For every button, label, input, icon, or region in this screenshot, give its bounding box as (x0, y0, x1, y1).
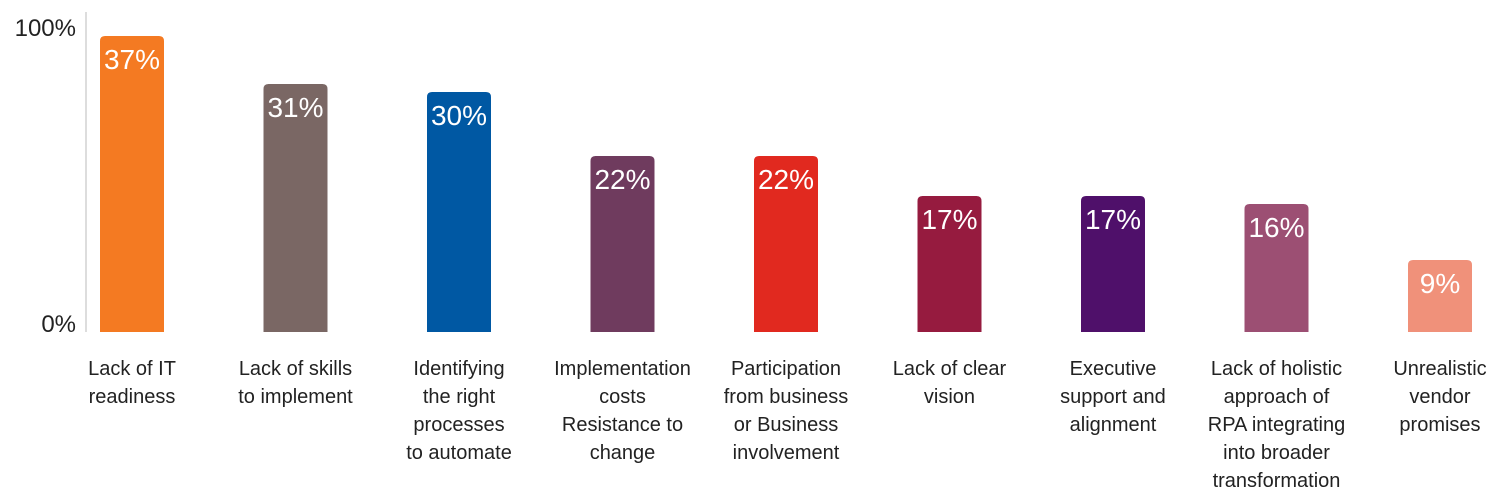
data-label: 22% (594, 164, 650, 195)
x-tick-label: Executive support and alignment (1033, 355, 1193, 439)
data-label: 17% (1085, 204, 1141, 235)
data-label: 37% (104, 44, 160, 75)
x-tick-label-line: vision (923, 386, 976, 408)
x-tick-label-line: Lack of holistic (1210, 358, 1343, 380)
data-label: 17% (921, 204, 977, 235)
bar (100, 36, 164, 332)
x-tick-label-line: costs (599, 386, 646, 408)
data-label: 30% (431, 100, 487, 131)
bar (427, 92, 491, 332)
bar (263, 84, 328, 332)
data-label: 22% (758, 164, 814, 195)
x-tick-label-line: support and (1060, 386, 1166, 408)
x-tick-label: Lack of clear vision (870, 355, 1030, 411)
bar (1244, 204, 1309, 332)
x-tick-label-line: Lack of IT (88, 358, 176, 380)
x-tick-label-line: Implementation (554, 358, 691, 380)
x-tick-label-line: readiness (88, 386, 176, 408)
data-label: 9% (1420, 268, 1460, 299)
data-label: 16% (1248, 212, 1304, 243)
x-tick-label: Lack of skills to implement (216, 355, 376, 411)
x-tick-label-line: vendor (1409, 386, 1471, 408)
x-tick-label: Implementation costs Resistance to change (543, 355, 703, 467)
x-tick-label-line: into broader (1223, 442, 1330, 464)
bar (917, 196, 982, 332)
x-tick-label: Identifying the right processes to automate (379, 355, 539, 467)
x-tick-label-line: Lack of skills (238, 358, 353, 380)
x-tick-label-line: processes (413, 414, 505, 436)
x-tick-label-line: change (589, 442, 656, 464)
x-tick-label-line: RPA integrating (1207, 414, 1346, 436)
x-tick-label-line: the right (422, 386, 496, 408)
bar (1408, 260, 1472, 332)
x-tick-label-line: alignment (1069, 414, 1157, 436)
x-tick-label-line: Resistance to (561, 414, 684, 436)
x-tick-label-line: Participation (730, 358, 842, 380)
bar (590, 156, 655, 332)
x-tick-label-line: transformation (1212, 470, 1341, 492)
x-tick-label-line: promises (1399, 414, 1481, 436)
bar (1081, 196, 1145, 332)
y-tick-label-bottom: 0% (41, 311, 76, 338)
x-tick-label-line: Lack of clear (892, 358, 1007, 380)
x-tick-label: Unrealistic vendor promises (1360, 355, 1505, 439)
x-tick-label-line: to automate (406, 442, 512, 464)
data-label: 31% (267, 92, 323, 123)
x-tick-label-line: Executive (1069, 358, 1157, 380)
y-tick-label-top: 100% (15, 15, 76, 42)
x-tick-label: Participation from business or Business inv… (706, 355, 866, 467)
bar (754, 156, 818, 332)
x-tick-label-line: approach of (1223, 386, 1330, 408)
x-tick-label-line: Identifying (413, 358, 505, 380)
x-tick-label-line: Unrealistic (1393, 358, 1487, 380)
x-tick-label-line: or Business (733, 414, 839, 436)
x-tick-label-line: from business (723, 386, 849, 408)
x-tick-label: Lack of holistic approach of RPA integrati… (1197, 355, 1357, 495)
x-tick-label: Lack of IT readiness (52, 355, 212, 411)
x-tick-label-line: involvement (732, 442, 840, 464)
x-tick-label-line: to implement (238, 386, 353, 408)
